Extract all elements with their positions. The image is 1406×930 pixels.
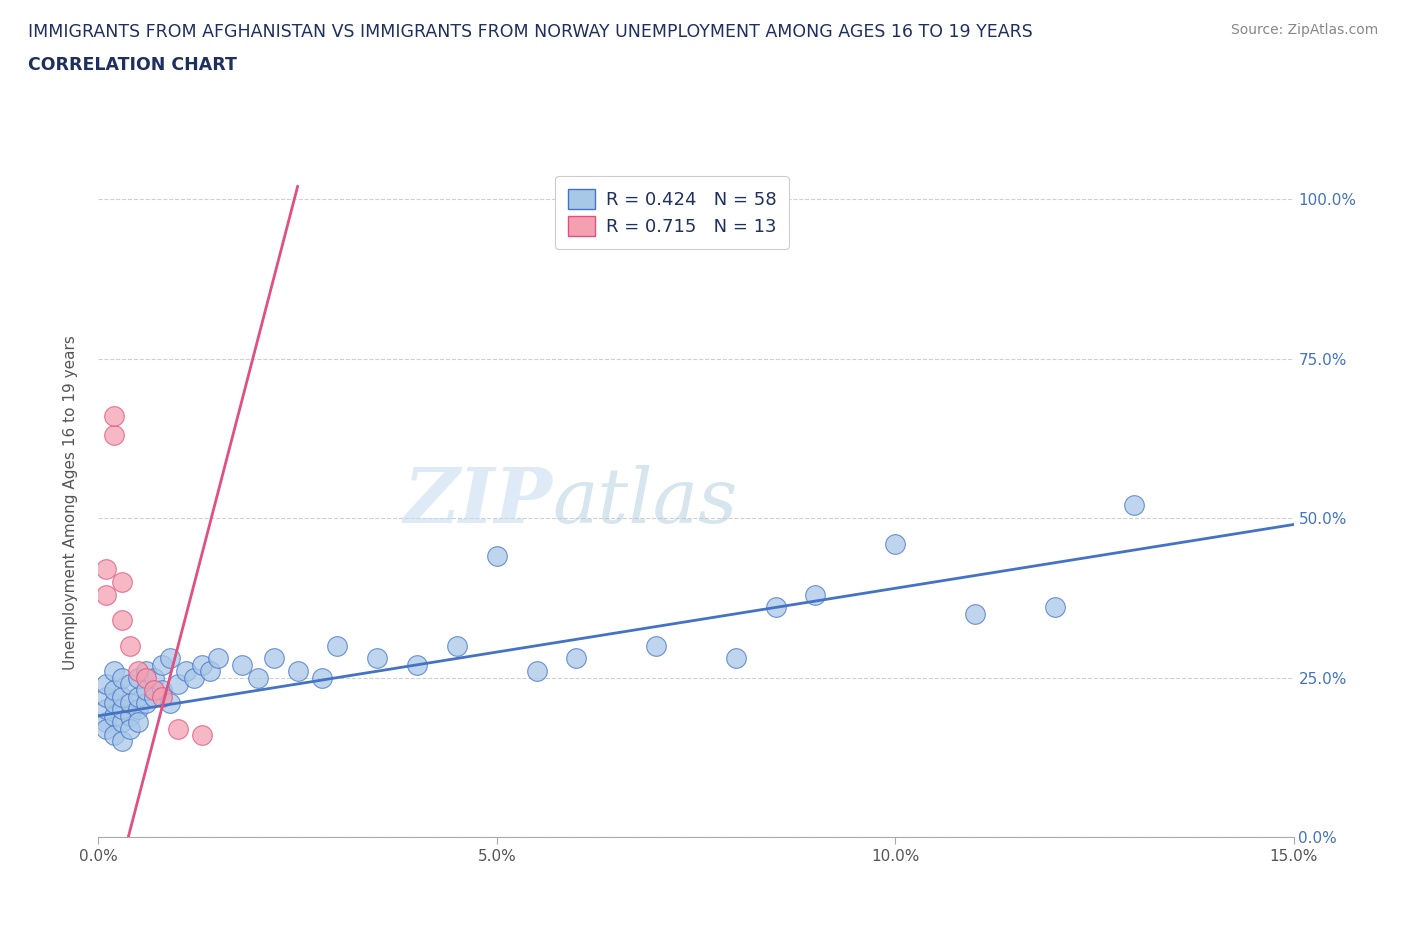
Point	[96, 721, 118, 736]
Point	[183, 671, 205, 685]
Point	[485, 549, 508, 564]
Point	[263, 651, 285, 666]
Point	[111, 671, 134, 685]
Point	[96, 702, 118, 717]
Point	[103, 408, 125, 423]
Point	[311, 671, 333, 685]
Point	[135, 664, 157, 679]
Point	[191, 658, 214, 672]
Point	[103, 428, 125, 443]
Point	[111, 613, 134, 628]
Point	[804, 587, 827, 602]
Point	[174, 664, 197, 679]
Text: IMMIGRANTS FROM AFGHANISTAN VS IMMIGRANTS FROM NORWAY UNEMPLOYMENT AMONG AGES 16: IMMIGRANTS FROM AFGHANISTAN VS IMMIGRANT…	[28, 23, 1033, 41]
Point	[111, 689, 134, 704]
Legend: Immigrants from Afghanistan, Immigrants from Norway: Immigrants from Afghanistan, Immigrants …	[415, 925, 977, 930]
Point	[103, 683, 125, 698]
Point	[120, 696, 142, 711]
Point	[159, 651, 181, 666]
Point	[565, 651, 588, 666]
Point	[103, 727, 125, 742]
Point	[120, 638, 142, 653]
Point	[96, 689, 118, 704]
Point	[167, 721, 190, 736]
Point	[143, 683, 166, 698]
Point	[135, 696, 157, 711]
Point	[120, 721, 142, 736]
Point	[446, 638, 468, 653]
Point	[765, 600, 787, 615]
Point	[111, 575, 134, 590]
Point	[150, 658, 173, 672]
Point	[135, 683, 157, 698]
Point	[120, 709, 142, 724]
Point	[231, 658, 253, 672]
Point	[127, 715, 149, 730]
Point	[366, 651, 388, 666]
Point	[287, 664, 309, 679]
Text: atlas: atlas	[553, 465, 738, 539]
Point	[724, 651, 747, 666]
Point	[246, 671, 269, 685]
Point	[120, 676, 142, 691]
Point	[143, 671, 166, 685]
Point	[135, 671, 157, 685]
Text: Source: ZipAtlas.com: Source: ZipAtlas.com	[1230, 23, 1378, 37]
Point	[96, 587, 118, 602]
Point	[326, 638, 349, 653]
Point	[127, 671, 149, 685]
Point	[884, 537, 907, 551]
Point	[150, 683, 173, 698]
Text: CORRELATION CHART: CORRELATION CHART	[28, 56, 238, 73]
Point	[159, 696, 181, 711]
Y-axis label: Unemployment Among Ages 16 to 19 years: Unemployment Among Ages 16 to 19 years	[63, 335, 77, 670]
Point	[127, 689, 149, 704]
Point	[645, 638, 668, 653]
Point	[96, 676, 118, 691]
Point	[963, 606, 986, 621]
Point	[111, 734, 134, 749]
Point	[103, 664, 125, 679]
Point	[103, 709, 125, 724]
Point	[96, 715, 118, 730]
Point	[198, 664, 221, 679]
Point	[143, 689, 166, 704]
Point	[191, 727, 214, 742]
Point	[127, 702, 149, 717]
Point	[406, 658, 429, 672]
Point	[150, 689, 173, 704]
Point	[111, 702, 134, 717]
Point	[167, 676, 190, 691]
Point	[526, 664, 548, 679]
Point	[111, 715, 134, 730]
Point	[207, 651, 229, 666]
Point	[96, 562, 118, 577]
Point	[127, 664, 149, 679]
Point	[1043, 600, 1066, 615]
Text: ZIP: ZIP	[404, 465, 553, 539]
Point	[103, 696, 125, 711]
Point	[1123, 498, 1146, 512]
